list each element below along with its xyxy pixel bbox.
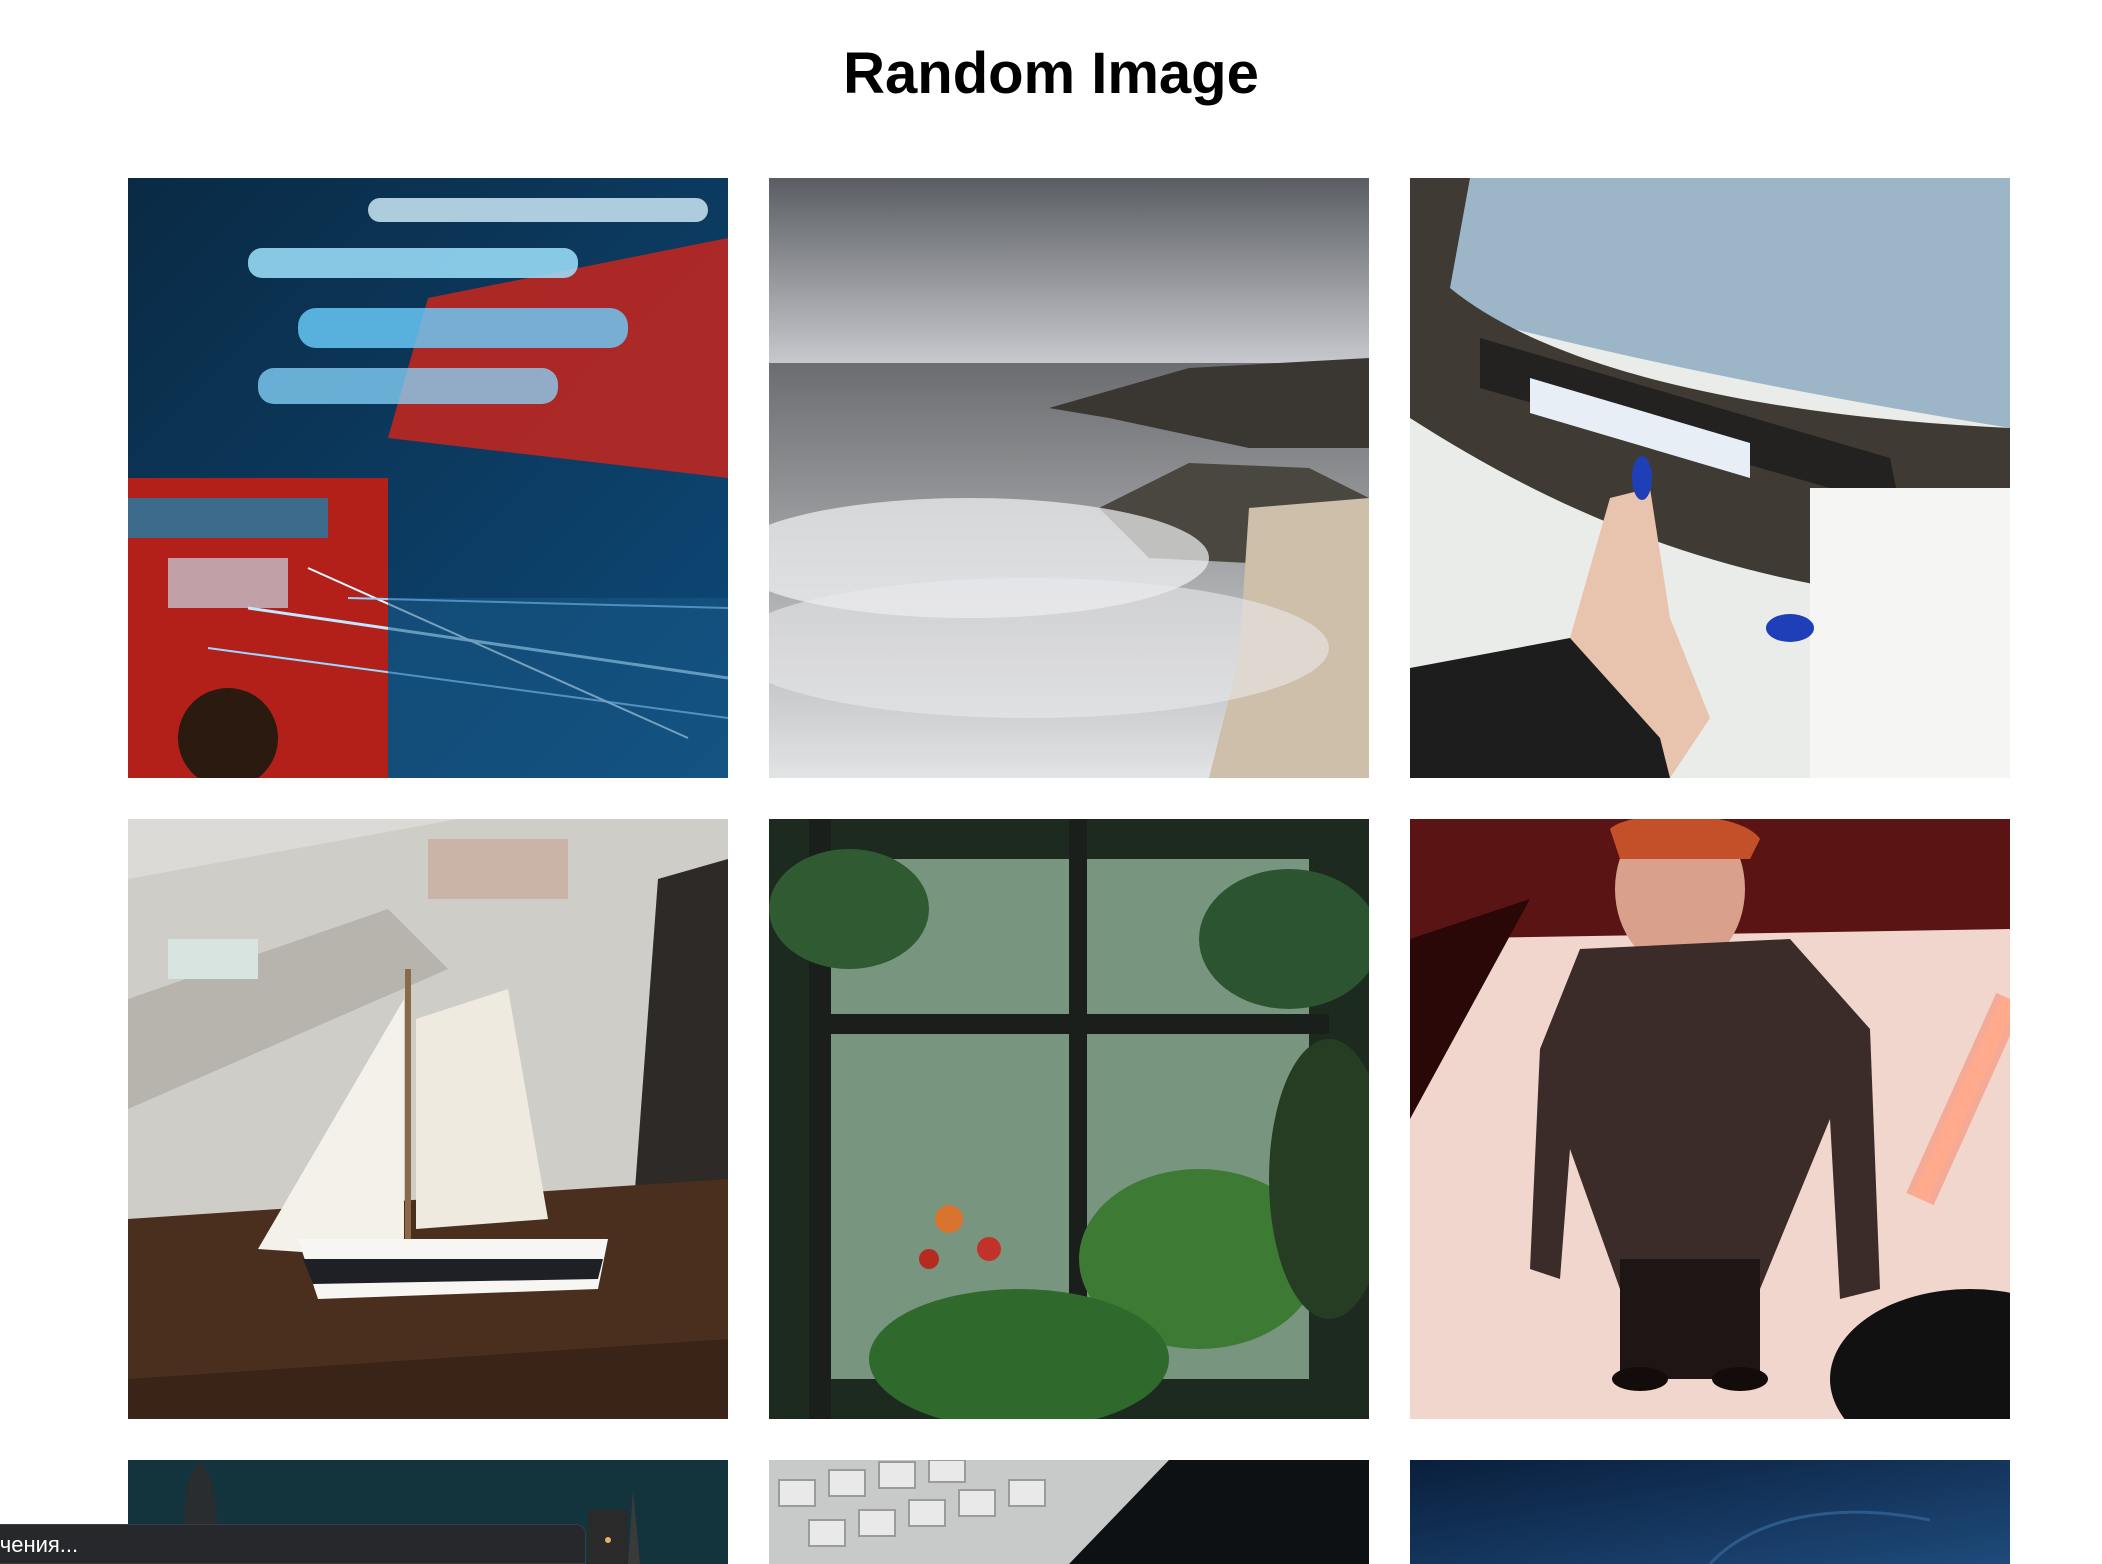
status-text: очения... — [0, 1532, 79, 1557]
page-title: Random Image — [843, 41, 1259, 106]
gallery-image-4[interactable] — [128, 819, 728, 1419]
gallery-image-1[interactable] — [128, 178, 728, 778]
person-red-light-image — [1410, 819, 2010, 1419]
gallery-image-5[interactable] — [769, 819, 1369, 1419]
sea-waves-image — [769, 178, 1369, 778]
browser-status-bar: очения... — [0, 1524, 586, 1564]
dark-blue-surface-image — [1410, 1460, 2010, 1564]
vhs-tv-image — [1410, 178, 2010, 778]
greenhouse-plants-image — [769, 819, 1369, 1419]
gallery-image-9[interactable] — [1410, 1460, 2010, 1564]
bus-light-trails-image — [128, 178, 728, 778]
sailboat-model-image — [128, 819, 728, 1419]
gallery-image-3[interactable] — [1410, 178, 2010, 778]
gallery-image-2[interactable] — [769, 178, 1369, 778]
gallery-image-8[interactable] — [769, 1460, 1369, 1564]
keyboard-keys-image — [769, 1460, 1369, 1564]
gallery-image-6[interactable] — [1410, 819, 2010, 1419]
